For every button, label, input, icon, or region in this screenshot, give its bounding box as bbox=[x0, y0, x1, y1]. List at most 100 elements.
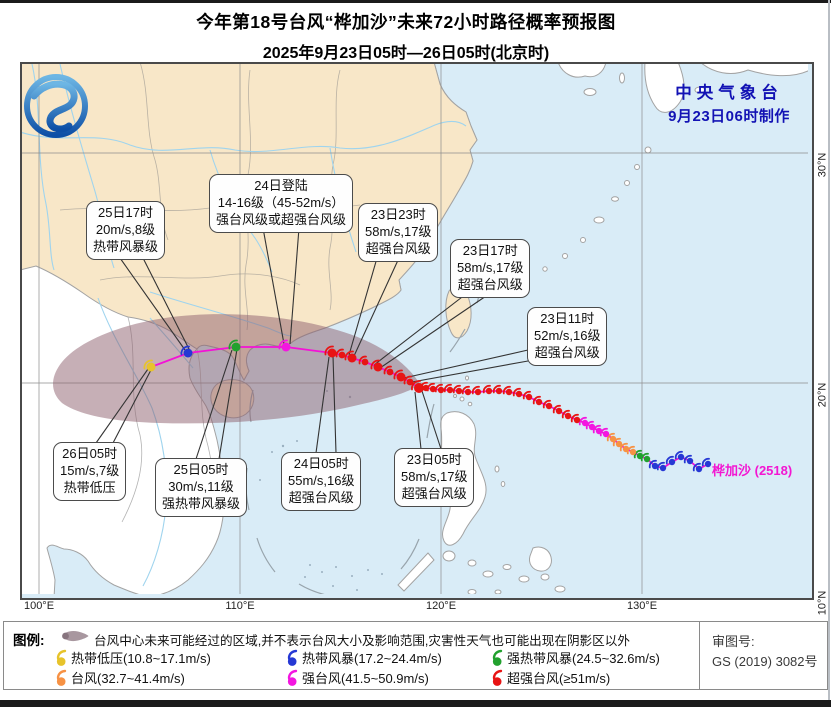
forecast-point bbox=[231, 342, 241, 352]
forecast-point-tail bbox=[370, 359, 380, 370]
typhoon-symbol-icon bbox=[287, 669, 298, 686]
observed-point-tail bbox=[522, 390, 531, 400]
observed-point-tail bbox=[542, 399, 551, 409]
window-right-border bbox=[828, 0, 830, 700]
callout-leader-t25-05 bbox=[218, 348, 238, 460]
observed-point-tail bbox=[482, 384, 491, 394]
forecast-map bbox=[20, 62, 814, 600]
observed-point-tail bbox=[656, 461, 665, 471]
callout-leader-t25-17 bbox=[119, 257, 186, 351]
issue-time: 9月23日06时制作 bbox=[668, 108, 790, 125]
callout-t24-landfall: 24日登陆 14-16级（45-52m/s） 强台风级或超强台风级 bbox=[209, 174, 354, 233]
legend-item: 超强台风(≥51m/s) bbox=[490, 668, 610, 687]
forecast-point-tail bbox=[278, 339, 288, 350]
legend-item: 热带低压(10.8~17.1m/s) bbox=[54, 648, 211, 667]
forecast-point bbox=[386, 368, 394, 376]
callout-leader-t25-17 bbox=[142, 257, 191, 352]
callout-leader-t23-11 bbox=[411, 360, 529, 383]
observed-point bbox=[455, 387, 463, 395]
callout-leader-t24-05 bbox=[332, 355, 337, 454]
callout-line: 52m/s,16级 bbox=[534, 327, 601, 343]
observed-point-tail bbox=[443, 383, 452, 393]
forecast-point bbox=[281, 342, 291, 352]
callout-leader-t23-05 bbox=[421, 390, 442, 450]
title-line1: 今年第18号台风“桦加沙”未来72小时路径概率预报图 bbox=[196, 12, 616, 32]
callout-leader-t24-landfall bbox=[262, 227, 285, 345]
observed-point-tail bbox=[471, 385, 480, 395]
palawan-island bbox=[397, 552, 435, 592]
callout-leader-t25-05 bbox=[195, 349, 233, 460]
observed-point bbox=[602, 430, 610, 438]
callout-line: 热带低压 bbox=[63, 479, 116, 495]
map-approval: 审图号: GS (2019) 3082号 bbox=[700, 621, 828, 690]
lon-label: 130°E bbox=[626, 600, 658, 612]
legend-item-label: 台风(32.7~41.4m/s) bbox=[71, 671, 185, 686]
typhoon-symbol-icon bbox=[56, 669, 67, 686]
observed-point bbox=[643, 455, 651, 463]
callout-leader-t23-17 bbox=[379, 293, 490, 369]
legend-title: 图例: bbox=[13, 633, 45, 648]
lat-label: 20°N bbox=[816, 382, 829, 408]
callout-leader-t26-05 bbox=[112, 367, 153, 444]
observed-point-tail bbox=[606, 432, 615, 442]
observed-point bbox=[622, 445, 630, 453]
observed-point-tail bbox=[502, 385, 511, 395]
observed-point-tail bbox=[640, 452, 649, 462]
callout-t23-17: 23日17时 58m/s,17级 超强台风级 bbox=[450, 239, 531, 298]
forecast-point-tail bbox=[393, 369, 403, 380]
typhoon-symbol-icon bbox=[492, 669, 503, 686]
forecast-point bbox=[406, 378, 414, 386]
callout-line: 24日登陆 bbox=[254, 178, 308, 193]
observed-point bbox=[564, 412, 572, 420]
cone-icon bbox=[60, 628, 90, 649]
observed-point-tail bbox=[592, 424, 601, 434]
observed-point-tail bbox=[492, 384, 501, 394]
callout-t25-17: 25日17时 20m/s,8级 热带风暴级 bbox=[86, 201, 166, 260]
callout-line: 超强台风级 bbox=[401, 485, 467, 501]
observed-point bbox=[686, 457, 694, 465]
observed-point-tail bbox=[599, 427, 608, 437]
callout-line: 58m/s,17级 bbox=[457, 259, 524, 275]
observed-point bbox=[609, 435, 617, 443]
callout-line: 25日17时 bbox=[98, 205, 153, 220]
kyushu-island bbox=[644, 64, 685, 113]
forecast-point bbox=[327, 348, 337, 358]
observed-point bbox=[668, 458, 676, 466]
window-top-border bbox=[0, 0, 831, 3]
observed-point bbox=[588, 423, 596, 431]
forecast-point-tail bbox=[383, 365, 392, 375]
observed-point bbox=[581, 419, 589, 427]
observed-point bbox=[422, 384, 430, 392]
callout-line: 15m/s,7级 bbox=[60, 462, 120, 478]
current-position bbox=[414, 383, 424, 393]
forecast-point-tail bbox=[403, 375, 412, 385]
callout-line: 55m/s,16级 bbox=[288, 472, 355, 488]
observed-point bbox=[651, 462, 659, 470]
observed-point bbox=[474, 388, 482, 396]
forecast-point-tail bbox=[335, 348, 344, 358]
observed-point-tail bbox=[532, 395, 541, 405]
cma-logo bbox=[24, 74, 88, 138]
lon-label: 120°E bbox=[425, 600, 457, 612]
callout-line: 强台风级或超强台风级 bbox=[216, 211, 347, 227]
callout-leader-t24-05 bbox=[315, 356, 330, 454]
callout-leader-t23-23 bbox=[348, 257, 378, 356]
callout-line: 25日05时 bbox=[173, 462, 229, 477]
typhoon-symbol-icon bbox=[492, 649, 503, 666]
agency-name: 中央气象台 bbox=[675, 84, 783, 102]
forecast-point bbox=[338, 351, 346, 359]
legend-item-label: 超强台风(≥51m/s) bbox=[507, 671, 611, 686]
observed-point bbox=[573, 416, 581, 424]
forecast-point bbox=[361, 358, 369, 366]
callout-line: 58m/s,17级 bbox=[401, 468, 468, 484]
legend-item: 强台风(41.5~50.9m/s) bbox=[285, 668, 429, 687]
observed-point-tail bbox=[665, 455, 674, 465]
callout-leader-t23-05 bbox=[414, 391, 422, 450]
observed-point bbox=[535, 398, 543, 406]
forecast-point bbox=[396, 372, 406, 382]
observed-point bbox=[555, 407, 563, 415]
callout-line: 超强台风级 bbox=[457, 276, 523, 292]
callout-t25-05: 25日05时 30m/s,11级 强热带风暴级 bbox=[155, 458, 248, 517]
observed-point bbox=[629, 448, 637, 456]
observed-point-tail bbox=[452, 384, 461, 394]
